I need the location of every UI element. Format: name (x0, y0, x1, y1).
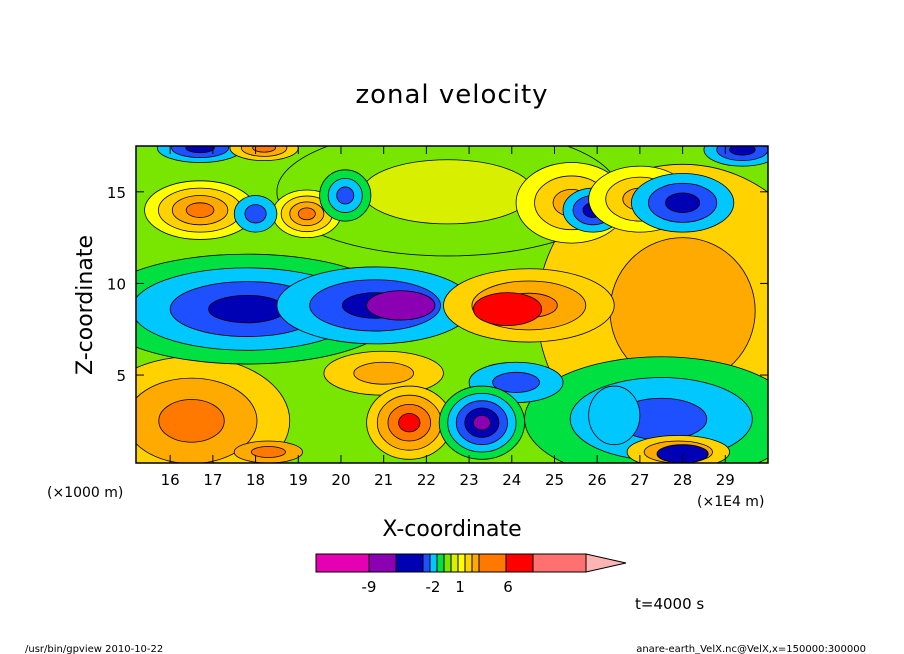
colorbar: -9 -2 1 6 (315, 553, 627, 596)
bottom-cold-right (438, 385, 525, 460)
x-tick-label: 27 (630, 471, 649, 489)
x-tick-label: 19 (289, 471, 308, 489)
x-tick-label: 28 (673, 471, 692, 489)
upper-cold-20-level-2 (336, 186, 355, 205)
upper-cold-18-level-1 (244, 204, 267, 224)
bottom-warm-18 (233, 440, 303, 463)
x-tick-label: 26 (588, 471, 607, 489)
bottom-warm-18-level-1 (250, 446, 286, 458)
plot-area (135, 145, 769, 464)
colorbar-swatch-12 (505, 553, 534, 573)
x-unit-left: (×1000 m) (47, 485, 123, 501)
chart-title: zonal velocity (355, 80, 548, 110)
low-cold-mid-level-1 (492, 371, 540, 393)
colorbar-overflow-arrow (585, 553, 627, 573)
colorbar-tick-label: 6 (503, 578, 513, 596)
colorbar-tick-label: -2 (426, 578, 441, 596)
center-purple-level-0 (366, 290, 436, 321)
upper-left-warm-level-3 (185, 202, 215, 218)
footer-right: anare-earth_VelX.nc@VelX,x=150000:300000 (636, 644, 866, 654)
x-tick-label: 29 (716, 471, 735, 489)
x-tick-label: 16 (161, 471, 180, 489)
x-tick-label: 25 (545, 471, 564, 489)
colorbar-tick-label: 1 (455, 578, 465, 596)
left-cold-band-level-3 (208, 294, 286, 324)
x-tick-label: 23 (460, 471, 479, 489)
y-tick-label: 15 (107, 184, 126, 202)
footer-left: /usr/bin/gpview 2010-10-22 (25, 644, 163, 654)
bottom-cold-27b (656, 444, 709, 463)
colorbar-swatch-13 (532, 553, 587, 573)
bottom-warm-left (366, 385, 453, 460)
upper-cold-29 (703, 146, 768, 167)
x-axis-label: X-coordinate (382, 517, 521, 542)
colorbar-swatch-6 (443, 553, 452, 573)
velocity-field (136, 146, 768, 463)
colorbar-swatch-2 (395, 553, 424, 573)
colorbar-swatch-11 (478, 553, 507, 573)
center-red (472, 292, 543, 326)
bottom-cold-right-level-4 (472, 414, 491, 431)
upper-left-warm (144, 180, 256, 240)
colorbar-swatch-8 (457, 553, 466, 573)
x-tick-label: 17 (203, 471, 222, 489)
upper-cold-29-level-2 (729, 146, 756, 156)
upper-mid-green-level-1 (361, 159, 534, 225)
upper-warm-19-level-3 (297, 207, 316, 221)
x-tick-label: 24 (502, 471, 521, 489)
y-tick-label: 10 (107, 275, 126, 293)
bottom-cold-27b-level-0 (656, 444, 709, 463)
x-tick-label: 22 (417, 471, 436, 489)
upper-cold-28 (630, 173, 735, 233)
upper-warm-18-level-2 (252, 146, 276, 153)
upper-left-cold (156, 146, 244, 163)
time-annotation: t=4000 s (635, 595, 704, 613)
y-axis: 5 10 15 (107, 184, 768, 385)
colorbar-swatch-4 (429, 553, 438, 573)
bottom-warm-left-level-3 (398, 413, 421, 433)
mid-cyan-right (588, 385, 641, 446)
center-purple (366, 290, 436, 321)
upper-warm-18 (229, 146, 299, 162)
y-axis-label: Z-coordinate (73, 235, 98, 375)
upper-cold-20 (319, 169, 372, 222)
plot-frame (135, 145, 769, 464)
left-warm-zone-level-2 (158, 399, 225, 443)
upper-cold-28-level-2 (665, 192, 701, 213)
colorbar-swatch-5 (436, 553, 445, 573)
x-axis: 16 17 18 19 20 21 22 23 24 25 26 27 28 29 (161, 146, 735, 489)
x-tick-label: 20 (331, 471, 350, 489)
low-warm-mid-level-1 (353, 361, 414, 385)
colorbar-swatch-7 (450, 553, 459, 573)
center-red-level-0 (472, 292, 543, 326)
colorbar-swatch-3 (422, 553, 431, 573)
left-warm-zone (136, 356, 291, 463)
colorbar-swatch-10 (471, 553, 480, 573)
x-unit-right: (×1E4 m) (697, 494, 764, 510)
x-tick-label: 21 (374, 471, 393, 489)
colorbar-swatch-9 (464, 553, 473, 573)
upper-left-cold-level-2 (185, 146, 215, 154)
colorbar-swatch-0 (315, 553, 370, 573)
mid-cyan-right-level-0 (588, 385, 641, 446)
colorbar-tick-label: -9 (362, 578, 377, 596)
upper-cold-18 (233, 195, 278, 233)
y-tick-label: 5 (116, 367, 126, 385)
low-warm-mid (323, 350, 444, 396)
colorbar-swatch-1 (368, 553, 397, 573)
x-tick-label: 18 (246, 471, 265, 489)
